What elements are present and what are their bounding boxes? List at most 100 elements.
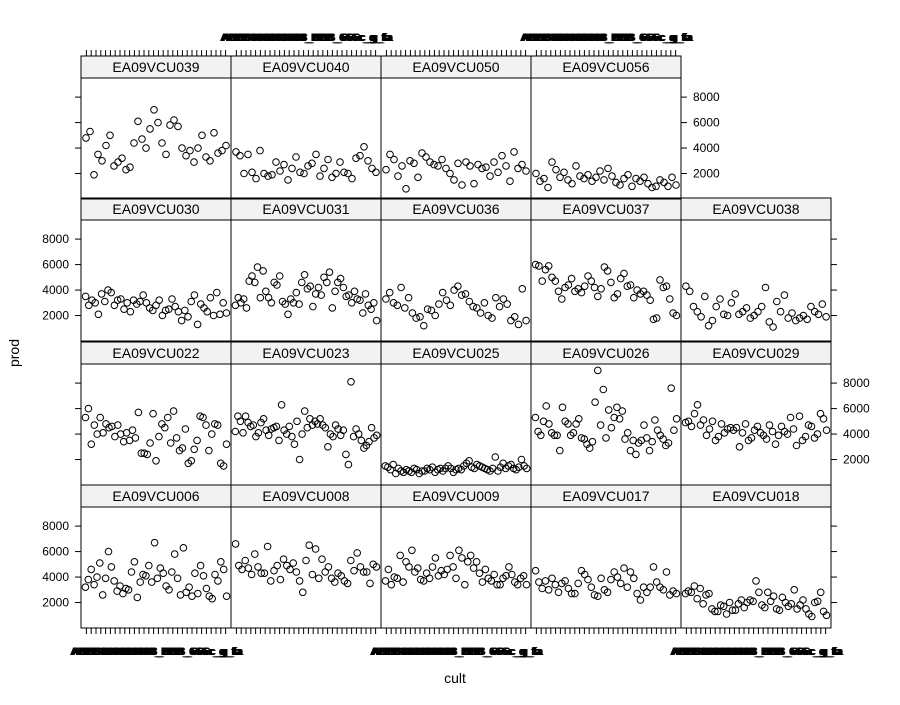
data-point	[490, 570, 499, 579]
data-point	[564, 176, 572, 184]
panel-strip-label: EA09VCU030	[112, 201, 199, 217]
data-point	[216, 310, 224, 319]
data-point	[305, 541, 314, 550]
data-point	[174, 122, 182, 131]
data-point	[469, 302, 477, 311]
data-point	[623, 282, 632, 291]
data-point	[81, 292, 90, 301]
data-point	[324, 563, 333, 571]
data-point	[418, 149, 426, 157]
data-point	[149, 409, 157, 418]
x-category-label: ABBB888888888_BBB_666c_g_fa	[671, 646, 842, 658]
data-point	[753, 422, 762, 431]
panel-frame	[80, 506, 232, 629]
data-point	[130, 558, 139, 566]
data-point	[438, 288, 447, 297]
y-tick-label: 2000	[42, 596, 69, 610]
x-category-label: ABBB888888888_BBB_666c_g_fa	[73, 646, 244, 658]
data-point	[339, 283, 348, 292]
data-point	[720, 310, 728, 319]
y-tick-label: 2000	[843, 453, 870, 467]
data-point	[596, 421, 605, 429]
data-point	[365, 437, 373, 446]
data-point	[518, 285, 527, 293]
panels-layer: EA09VCU006 EA09VCU008 EA09VCU009 EA09VCU017…	[80, 55, 832, 629]
data-point	[628, 182, 636, 191]
data-point	[203, 307, 211, 316]
data-point	[353, 549, 362, 557]
y-tick-label: 8000	[42, 232, 69, 246]
data-point	[717, 420, 726, 428]
data-point	[308, 159, 316, 168]
panel: EA09VCU030	[80, 197, 232, 342]
data-point	[438, 155, 446, 164]
x-category-label: ABBB888888888_BBB_666c_g_fa	[370, 646, 541, 658]
panel: EA09VCU050	[380, 55, 532, 200]
panel: EA09VCU008	[230, 484, 382, 629]
data-point	[461, 290, 470, 298]
data-point	[747, 434, 756, 442]
data-point	[82, 134, 90, 142]
panel-strip-label: EA09VCU017	[562, 488, 649, 504]
data-point	[648, 183, 656, 192]
data-point	[613, 573, 622, 581]
data-point	[98, 591, 107, 599]
data-point	[272, 422, 281, 431]
data-point	[348, 174, 356, 183]
data-point	[285, 422, 294, 431]
data-point	[174, 307, 183, 316]
x-category-label: ABBB888888888_BBB_666c_g_fa	[373, 646, 544, 658]
data-point	[735, 443, 744, 451]
data-point	[370, 299, 378, 307]
data-point	[613, 290, 622, 298]
data-point	[762, 435, 771, 443]
data-point	[318, 555, 326, 564]
data-point	[431, 311, 440, 320]
data-point	[146, 125, 154, 133]
data-point	[405, 563, 413, 571]
panel: EA09VCU031	[230, 197, 382, 342]
data-point	[548, 574, 556, 583]
panel-strip-label: EA09VCU022	[112, 345, 199, 361]
data-point	[780, 291, 789, 299]
data-point	[372, 316, 381, 325]
data-point	[142, 572, 150, 580]
data-point	[585, 444, 594, 452]
data-point	[198, 131, 206, 140]
data-point	[320, 164, 328, 173]
data-point	[339, 426, 348, 435]
data-point	[498, 151, 506, 160]
panel: EA09VCU022	[80, 341, 232, 486]
data-point	[556, 173, 564, 182]
data-point	[487, 577, 496, 585]
data-point	[590, 283, 599, 292]
data-point	[190, 291, 199, 299]
data-point	[455, 546, 463, 555]
data-point	[260, 169, 268, 178]
data-point	[697, 313, 705, 321]
data-point	[672, 181, 680, 189]
panel-frame	[680, 506, 832, 629]
data-point	[145, 561, 153, 570]
data-point	[630, 574, 638, 583]
data-point	[256, 146, 264, 155]
data-point	[370, 434, 378, 442]
data-point	[457, 465, 466, 474]
data-point	[519, 572, 528, 580]
data-point	[102, 141, 110, 150]
data-point	[652, 182, 660, 191]
panel: EA09VCU025	[380, 341, 532, 486]
data-point	[620, 564, 628, 572]
data-point	[506, 177, 514, 185]
data-point	[202, 421, 210, 429]
data-point	[687, 422, 696, 431]
data-point	[664, 182, 672, 191]
data-point	[731, 606, 740, 615]
data-point	[738, 429, 747, 437]
data-point	[431, 468, 439, 477]
data-point	[219, 565, 228, 574]
data-point	[94, 310, 103, 319]
data-point	[168, 568, 176, 576]
data-point	[263, 542, 272, 551]
data-point	[287, 295, 295, 303]
